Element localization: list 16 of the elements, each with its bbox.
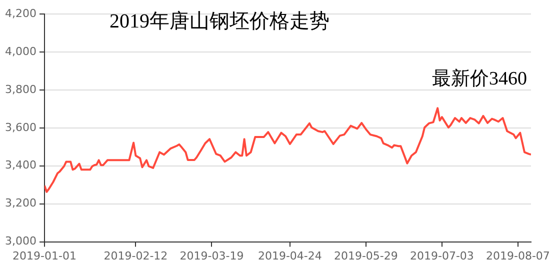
- y-tick-label: 3,600: [4, 120, 36, 134]
- x-tick-label: 2019-05-29: [334, 249, 398, 262]
- y-tick-label: 4,000: [4, 44, 36, 58]
- x-tick-label: 2019-04-24: [258, 249, 322, 262]
- x-tick-label: 2019-02-12: [104, 249, 168, 262]
- y-tick-label: 3,200: [4, 196, 36, 210]
- x-tick-label: 2019-07-03: [410, 249, 474, 262]
- y-tick-label: 3,000: [4, 234, 36, 248]
- annotation: 最新价3460: [432, 67, 527, 90]
- x-tick-label: 2019-08-07: [486, 249, 550, 262]
- x-tick-label: 2019-03-19: [180, 249, 244, 262]
- y-tick-label: 4,200: [4, 6, 36, 20]
- x-tick-label: 2019-01-01: [12, 249, 76, 262]
- chart-title: 2019年唐山钢坯价格走势: [109, 10, 330, 32]
- y-tick-label: 3,400: [4, 158, 36, 172]
- y-tick-label: 3,800: [4, 82, 36, 96]
